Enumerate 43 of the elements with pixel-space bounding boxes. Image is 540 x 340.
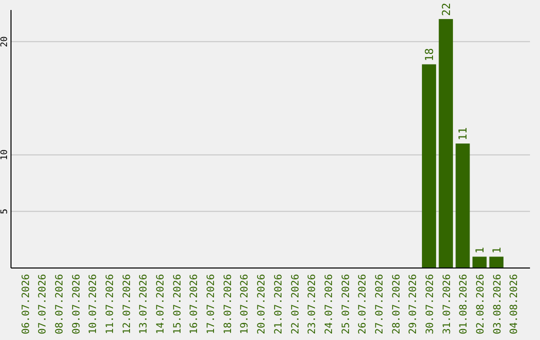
x-tick-label: 30.07.2026	[425, 274, 436, 334]
x-tick-label: 04.08.2026	[509, 274, 520, 334]
x-tick-label: 27.07.2026	[374, 274, 386, 334]
x-tick-label: 26.07.2026	[358, 274, 369, 334]
data-label: 1	[490, 247, 504, 254]
x-tick-label: 31.07.2026	[442, 274, 453, 334]
x-tick-label: 07.07.2026	[38, 274, 49, 334]
data-label: 22	[440, 2, 453, 16]
x-tick-label: 03.08.2026	[492, 274, 504, 334]
x-tick-label: 14.07.2026	[156, 274, 167, 334]
data-label: 1	[474, 247, 487, 254]
x-tick-label: 10.07.2026	[88, 274, 100, 334]
y-tick-label: 20	[0, 36, 10, 48]
x-tick-label: 12.07.2026	[122, 274, 133, 334]
data-label: 18	[423, 48, 436, 62]
x-tick-label: 18.07.2026	[222, 274, 234, 334]
x-tick-label: 23.07.2026	[307, 274, 318, 334]
x-tick-label: 17.07.2026	[206, 274, 218, 334]
x-tick-label: 13.07.2026	[138, 274, 150, 334]
x-tick-label: 09.07.2026	[71, 274, 82, 334]
x-tick-label: 11.07.2026	[104, 274, 116, 334]
y-tick-label: 10	[0, 149, 10, 160]
bar	[489, 256, 504, 268]
x-tick-label: 22.07.2026	[290, 274, 302, 334]
x-tick-label: 20.07.2026	[256, 274, 268, 334]
x-tick-label: 19.07.2026	[240, 274, 251, 334]
bar	[422, 64, 436, 268]
bar	[456, 144, 470, 268]
x-tick-label: 21.07.2026	[273, 274, 284, 334]
x-tick-label: 06.07.2026	[20, 274, 32, 334]
bar	[472, 256, 487, 268]
bar	[438, 19, 453, 268]
y-tick-label: 5	[0, 208, 10, 214]
x-tick-label: 24.07.2026	[324, 274, 335, 334]
x-tick-label: 28.07.2026	[391, 274, 402, 334]
x-tick-label: 25.07.2026	[340, 274, 352, 334]
x-tick-label: 16.07.2026	[189, 274, 200, 334]
x-tick-label: 29.07.2026	[408, 274, 420, 334]
data-label: 11	[456, 127, 470, 141]
x-tick-label: 02.08.2026	[476, 274, 487, 334]
x-tick-label: 08.07.2026	[54, 274, 66, 334]
x-tick-label: 15.07.2026	[172, 274, 184, 334]
x-tick-label: 01.08.2026	[458, 274, 470, 334]
